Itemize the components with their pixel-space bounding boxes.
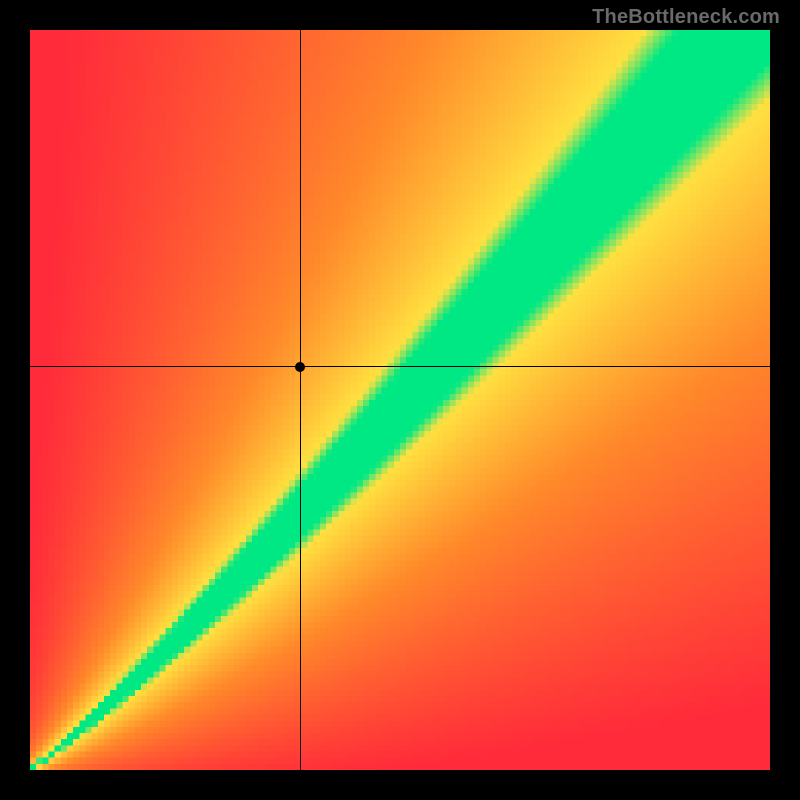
chart-container: TheBottleneck.com (0, 0, 800, 800)
watermark-text: TheBottleneck.com (592, 6, 780, 29)
heatmap-canvas (30, 30, 770, 770)
